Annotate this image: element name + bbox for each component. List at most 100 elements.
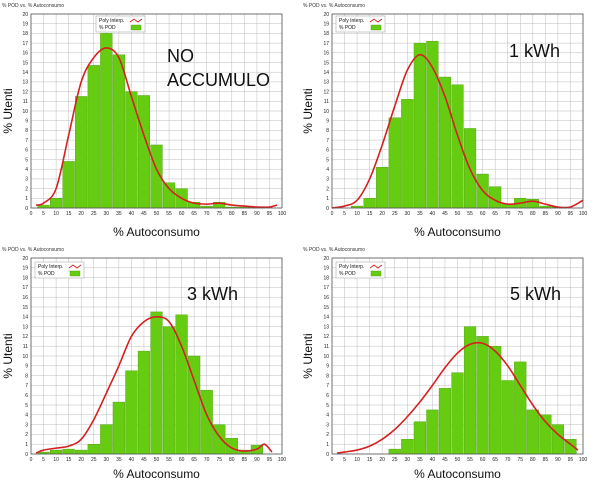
x-tick-label: 50 [154, 457, 160, 463]
chart-panel-3: 0 5 10 15 20 25 30 35 40 45 50 55 60 65 70 75 80 85 90 95 10… [1, 247, 286, 480]
histogram-bar [376, 167, 389, 209]
y-tick-label: 8 [25, 128, 28, 134]
plot-frame [331, 13, 584, 209]
x-tick-label: 60 [179, 211, 185, 217]
y-tick-label: 16 [323, 295, 329, 301]
x-tick-label: 10 [53, 211, 59, 217]
histogram-bar [100, 33, 113, 209]
y-tick-label: 11 [324, 99, 329, 105]
x-tick-label: 45 [442, 211, 448, 217]
x-tick-label: 75 [517, 211, 523, 217]
legend-label-curve: Poly Interp. [38, 264, 63, 270]
x-tick-label: 100 [278, 211, 287, 217]
x-tick-label: 0 [30, 211, 33, 217]
x-tick-label: 100 [579, 211, 588, 217]
y-tick-label: 20 [22, 12, 28, 18]
poly-interp-curve [35, 315, 273, 454]
y-tick-label: 13 [323, 324, 329, 330]
histogram-bar [451, 372, 464, 455]
legend-label-curve: Poly Interp. [99, 18, 124, 24]
x-tick-label: 55 [467, 457, 473, 463]
chart-panel-4: 0 5 10 15 20 25 30 35 40 45 50 55 60 65 70 75 80 85 90 95 10… [301, 247, 587, 480]
legend-curve-swatch [129, 18, 143, 23]
x-tick-label: 20 [379, 211, 385, 217]
legend: Poly Interp.% POD [335, 15, 386, 33]
y-tick-label: 9 [25, 119, 28, 125]
y-tick-label: 19 [323, 266, 329, 272]
legend-bar-swatch [370, 24, 382, 31]
x-tick-label: 30 [405, 211, 411, 217]
y-tick-label: 7 [326, 138, 329, 144]
x-tick-label: 0 [331, 211, 334, 217]
y-tick-label: 11 [324, 344, 329, 350]
x-tick-label: 95 [267, 211, 273, 217]
x-tick-label: 10 [354, 211, 360, 217]
y-tick-label: 12 [22, 89, 28, 95]
chart-top-label: % POD vs. % Autoconsumo [2, 3, 64, 9]
legend-label-bars: % POD [99, 25, 116, 31]
y-tick-label: 14 [22, 70, 28, 76]
y-tick-label: 3 [25, 422, 28, 428]
y-tick-label: 7 [25, 383, 28, 389]
y-tick-label: 0 [326, 452, 329, 458]
chart-top-label: % POD vs. % Autoconsumo [303, 247, 365, 253]
y-tick-label: 14 [323, 315, 329, 321]
x-tick-label: 25 [91, 457, 97, 463]
histogram-bar [501, 380, 514, 455]
y-tick-label: 20 [323, 256, 329, 262]
legend-label-curve: Poly Interp. [339, 18, 364, 24]
y-tick-label: 1 [326, 442, 329, 448]
x-tick-label: 70 [505, 457, 511, 463]
y-tick-label: 15 [22, 305, 28, 311]
y-axis-label: % Utenti [1, 88, 15, 133]
x-tick-label: 45 [442, 457, 448, 463]
histogram-bar [526, 409, 539, 455]
y-tick-label: 17 [323, 41, 329, 47]
histogram-bar [50, 198, 63, 209]
x-tick-label: 35 [116, 211, 122, 217]
histogram-bar [62, 161, 75, 209]
legend-curve-swatch [369, 264, 383, 269]
chart-annotation: NO [167, 46, 194, 66]
y-tick-label: 10 [22, 109, 28, 115]
x-tick-label: 5 [42, 211, 45, 217]
histogram-bar [87, 444, 100, 455]
chart-top-label: % POD vs. % Autoconsumo [2, 247, 64, 253]
legend-bar-swatch [69, 270, 81, 277]
chart-annotation: 1 kWh [509, 41, 560, 61]
legend: Poly Interp.% POD [34, 261, 85, 279]
y-tick-label: 8 [25, 373, 28, 379]
y-tick-label: 3 [25, 177, 28, 183]
x-tick-label: 25 [392, 457, 398, 463]
histogram-bar [75, 449, 88, 455]
y-tick-label: 0 [25, 206, 28, 212]
x-tick-label: 15 [367, 211, 373, 217]
y-tick-label: 2 [326, 186, 329, 192]
x-tick-label: 80 [530, 457, 536, 463]
y-tick-label: 13 [22, 80, 28, 86]
x-tick-label: 80 [530, 211, 536, 217]
y-tick-label: 6 [25, 148, 28, 154]
x-tick-label: 20 [78, 211, 84, 217]
y-axis-label: % Utenti [301, 333, 315, 378]
chart-annotation: ACCUMULO [167, 70, 270, 90]
plot-frame [30, 13, 283, 209]
y-tick-label: 16 [323, 51, 329, 57]
x-tick-label: 95 [568, 457, 574, 463]
y-tick-label: 5 [25, 403, 28, 409]
y-tick-label: 16 [22, 295, 28, 301]
histogram-bar [388, 448, 401, 455]
y-tick-label: 14 [323, 70, 329, 76]
y-tick-label: 4 [326, 413, 329, 419]
histogram-bar [125, 370, 138, 455]
x-tick-label: 80 [229, 457, 235, 463]
x-tick-label: 50 [455, 211, 461, 217]
x-tick-label: 60 [179, 457, 185, 463]
x-tick-label: 60 [480, 457, 486, 463]
x-tick-label: 25 [392, 211, 398, 217]
x-tick-label: 55 [166, 211, 172, 217]
plot-frame [331, 257, 584, 455]
poly-interp-curve [35, 47, 278, 209]
x-tick-label: 85 [242, 457, 248, 463]
